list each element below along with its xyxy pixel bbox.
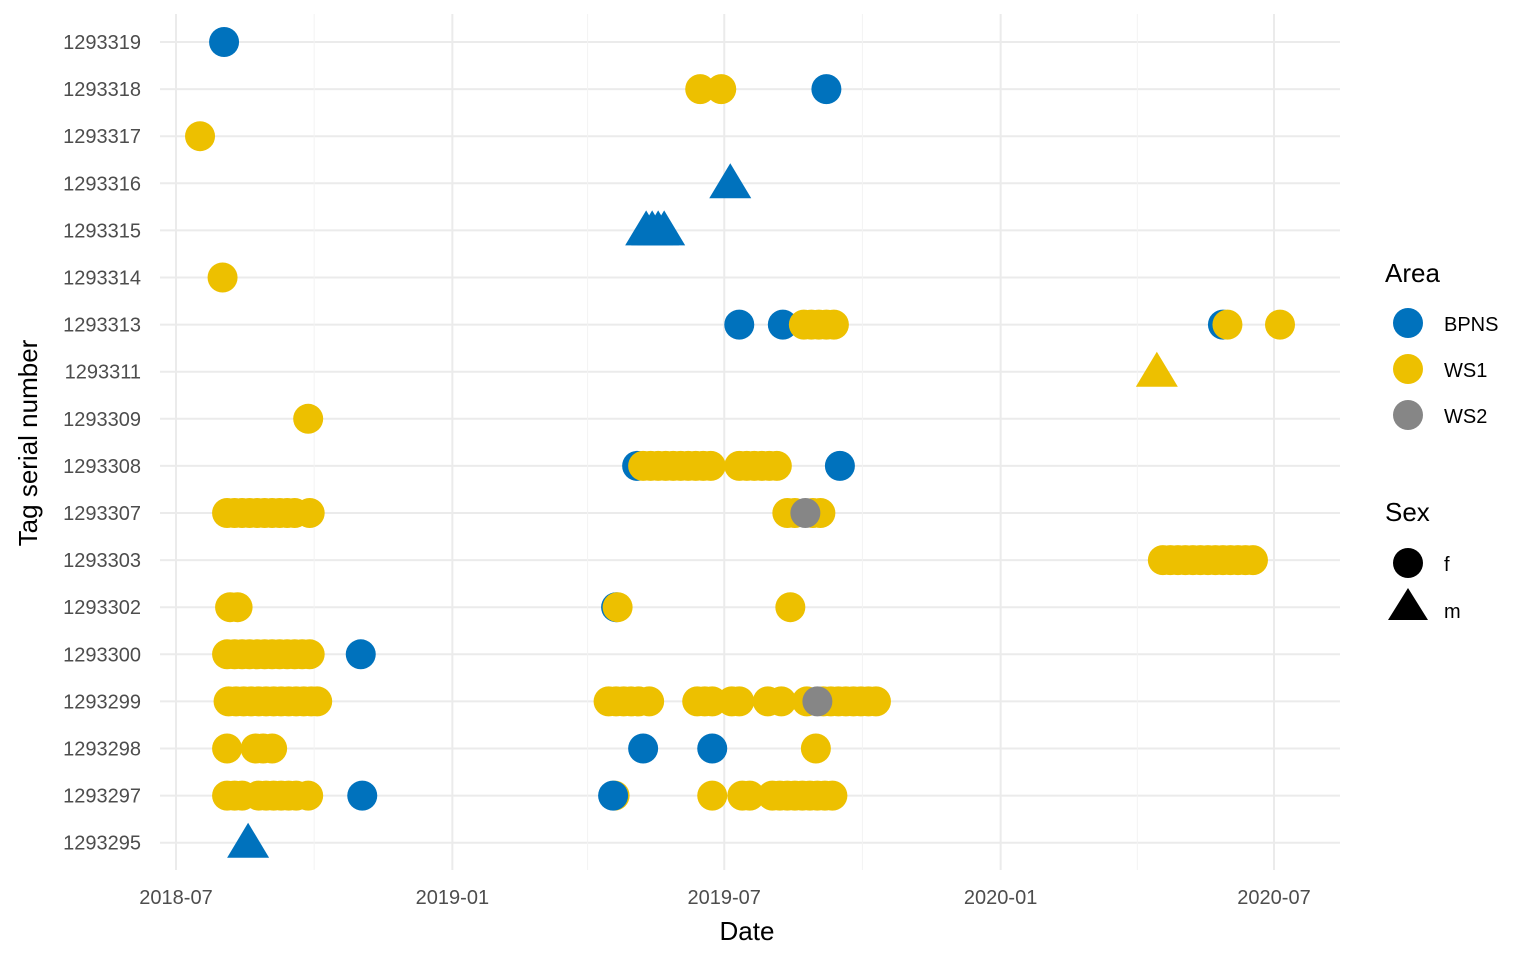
y-tick-label: 1293313 xyxy=(63,315,141,337)
data-point xyxy=(257,733,288,764)
legend-label-ws1: WS1 xyxy=(1444,360,1487,382)
legend-label-ws2: WS2 xyxy=(1444,406,1487,428)
data-point xyxy=(293,780,324,811)
data-point xyxy=(800,733,831,764)
y-tick-label: 1293300 xyxy=(63,644,141,666)
y-tick-label: 1293308 xyxy=(63,456,141,478)
legend-label-m: m xyxy=(1444,601,1461,623)
x-axis-title: Date xyxy=(720,916,775,946)
x-tick-label: 2019-01 xyxy=(416,887,489,909)
y-tick-label: 1293315 xyxy=(63,220,141,242)
data-point xyxy=(695,450,726,481)
data-point xyxy=(207,262,238,293)
grid-lines xyxy=(160,14,1340,870)
legend-key-ws2 xyxy=(1393,400,1423,430)
data-point xyxy=(293,403,324,434)
data-point xyxy=(685,74,716,105)
x-tick-label: 2018-07 xyxy=(139,887,212,909)
data-point xyxy=(1237,545,1268,576)
y-tick-label: 1293319 xyxy=(63,32,141,54)
data-point xyxy=(775,592,806,623)
data-point xyxy=(294,498,325,528)
data-point xyxy=(724,686,755,717)
data-point xyxy=(302,686,333,717)
x-tick-label: 2020-01 xyxy=(964,887,1037,909)
y-axis-tick-labels: 1293319 1293318 1293317 1293316 1293315 12933… xyxy=(63,32,141,855)
data-point xyxy=(634,686,665,717)
data-point xyxy=(697,780,728,811)
data-point xyxy=(734,780,765,811)
data-point xyxy=(818,309,849,340)
legend-key-ws1 xyxy=(1393,354,1423,384)
data-point xyxy=(643,210,686,246)
y-tick-label: 1293297 xyxy=(63,786,141,808)
x-axis-tick-labels: 2018-07 2019-01 2019-07 2020-01 2020-07 xyxy=(139,887,1310,909)
data-points xyxy=(185,27,1296,858)
legend-sex-title: Sex xyxy=(1385,497,1430,527)
y-tick-label: 1293295 xyxy=(63,833,141,855)
legend-sex: Sex f m xyxy=(1385,497,1461,623)
y-tick-label: 1293316 xyxy=(63,173,141,195)
y-tick-label: 1293298 xyxy=(63,739,141,761)
data-point xyxy=(802,686,833,717)
data-point xyxy=(767,309,798,340)
legend-key-f xyxy=(1393,548,1423,578)
data-point xyxy=(1135,351,1178,387)
data-point xyxy=(628,733,659,764)
data-point xyxy=(706,74,737,105)
x-tick-label: 2020-07 xyxy=(1237,887,1310,909)
y-tick-label: 1293307 xyxy=(63,503,141,525)
data-point xyxy=(227,822,270,858)
legend-label-bpns: BPNS xyxy=(1444,314,1498,336)
data-point xyxy=(824,450,855,481)
data-point xyxy=(222,592,253,623)
y-tick-label: 1293311 xyxy=(65,362,141,384)
data-point xyxy=(860,686,891,717)
data-point xyxy=(212,733,243,764)
y-tick-label: 1293299 xyxy=(63,691,141,713)
legend-label-f: f xyxy=(1444,554,1450,576)
data-point xyxy=(811,74,842,105)
data-point xyxy=(602,592,633,623)
y-tick-label: 1293302 xyxy=(63,597,141,619)
x-tick-label: 2019-07 xyxy=(688,887,761,909)
data-point xyxy=(598,780,629,811)
data-point xyxy=(294,639,325,670)
legend-key-bpns xyxy=(1393,308,1423,338)
y-axis-title: Tag serial number xyxy=(13,339,43,546)
data-point xyxy=(185,121,216,152)
data-point xyxy=(1212,309,1243,340)
data-point xyxy=(761,450,792,481)
y-tick-label: 1293309 xyxy=(63,409,141,431)
legend-area: Area BPNS WS1 WS2 xyxy=(1385,258,1498,430)
data-point xyxy=(817,780,848,811)
y-tick-label: 1293318 xyxy=(63,79,141,101)
y-tick-label: 1293314 xyxy=(63,268,141,290)
data-point xyxy=(345,639,376,670)
data-point xyxy=(766,686,797,717)
legend-key-m xyxy=(1388,588,1428,620)
data-point xyxy=(697,733,728,764)
data-point xyxy=(709,163,752,199)
data-point xyxy=(209,27,240,57)
data-point xyxy=(790,498,821,528)
y-tick-label: 1293317 xyxy=(63,126,141,148)
data-point xyxy=(1265,309,1296,340)
legend-area-title: Area xyxy=(1385,258,1440,288)
y-tick-label: 1293303 xyxy=(63,550,141,572)
data-point xyxy=(724,309,755,340)
data-point xyxy=(347,780,378,811)
